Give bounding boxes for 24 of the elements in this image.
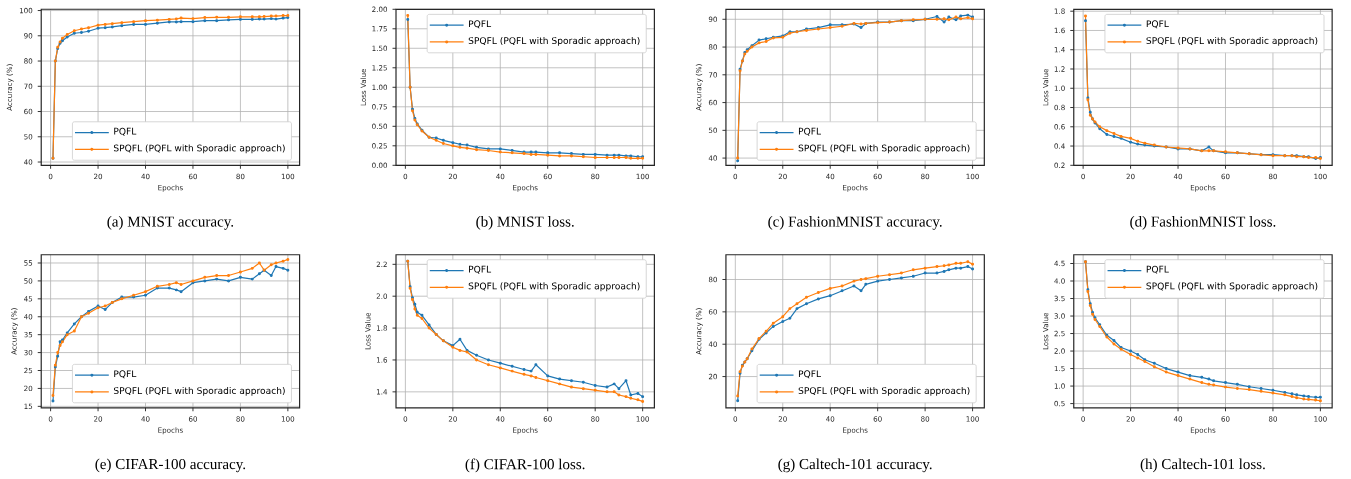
legend-label: SPQFL (PQFL with Sporadic approach): [1146, 282, 1318, 292]
legend-label: PQFL: [1146, 265, 1169, 274]
legend-label: PQFL: [798, 370, 821, 379]
legend-label: SPQFL (PQFL with Sporadic approach): [468, 36, 640, 46]
text: (c) FashionMNIST accuracy.: [768, 216, 942, 230]
legend-label: SPQFL (PQFL with Sporadic approach): [798, 144, 970, 154]
legend-label: PQFL: [798, 127, 821, 136]
text: (g) Caltech-101 accuracy.: [778, 458, 932, 473]
text: (e) CIFAR-100 accuracy.: [95, 458, 246, 473]
legend-label: PQFL: [469, 265, 492, 274]
legend-label: SPQFL (PQFL with Sporadic approach): [1146, 36, 1318, 46]
legend-label: SPQFL (PQFL with Sporadic approach): [468, 282, 640, 292]
legend-label: PQFL: [114, 370, 137, 379]
text: (f) CIFAR-100 loss.: [465, 458, 585, 473]
text: (h) Caltech-101 loss.: [1140, 458, 1265, 473]
text: (a) MNIST accuracy.: [107, 216, 234, 230]
legend-label: SPQFL (PQFL with Sporadic approach): [113, 386, 285, 396]
legend-label: PQFL: [1146, 20, 1169, 29]
legend-label: SPQFL (PQFL with Sporadic approach): [113, 144, 285, 154]
text: (d) FashionMNIST loss.: [1130, 216, 1276, 230]
legend-label: PQFL: [469, 20, 492, 29]
text: (b) MNIST loss.: [476, 216, 574, 230]
legend-label: PQFL: [114, 127, 137, 136]
legend-label: SPQFL (PQFL with Sporadic approach): [798, 386, 970, 396]
